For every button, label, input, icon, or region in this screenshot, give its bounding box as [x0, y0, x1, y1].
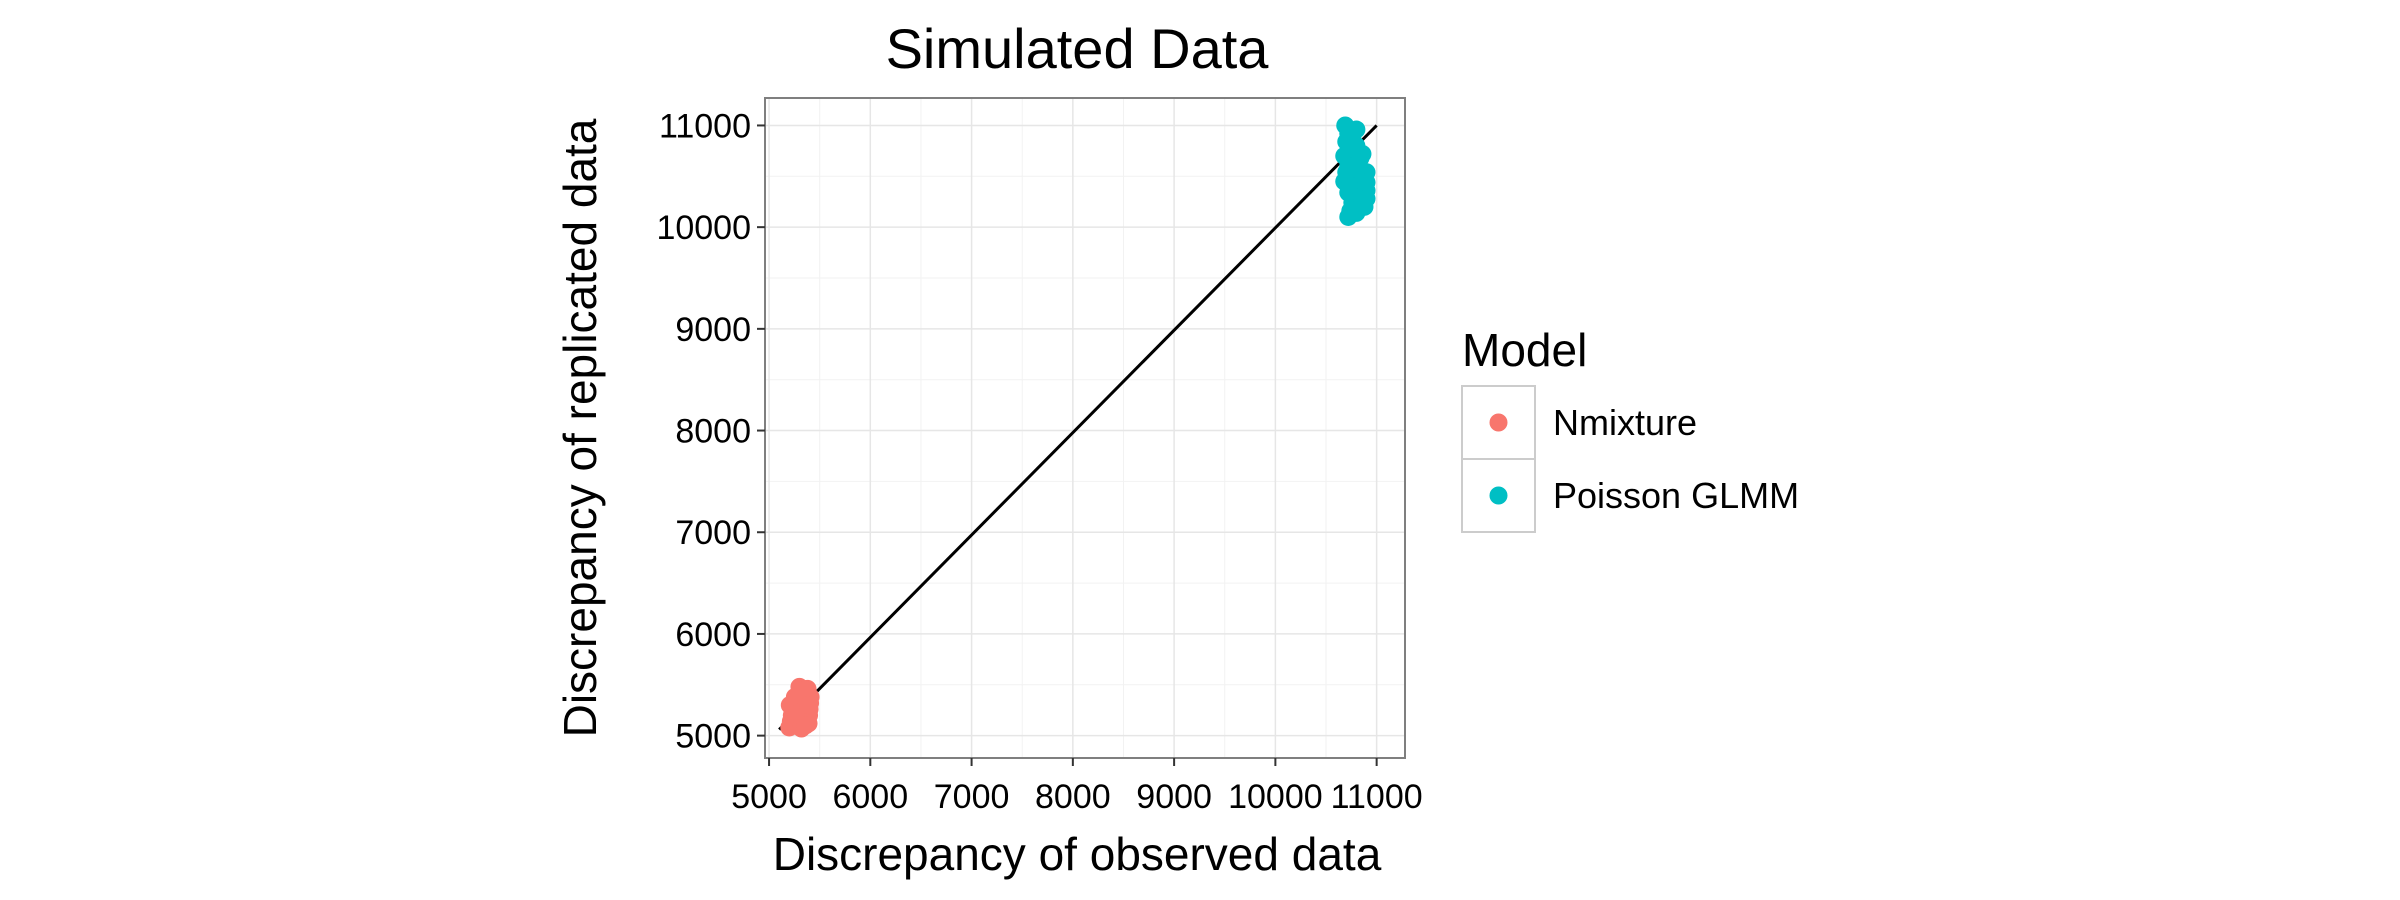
reference-line-layer: [778, 124, 1378, 731]
legend-items: Nmixture Poisson GLMM: [1461, 385, 1799, 533]
y-axis-ticks: 5000 6000 7000 8000 9000 10000 11000: [656, 107, 765, 756]
legend: Model Nmixture Poisson GLMM: [1461, 324, 1799, 533]
data-point: [785, 687, 804, 706]
data-point: [1339, 207, 1358, 226]
plot-panel-border: [764, 97, 1406, 759]
data-point: [796, 716, 815, 735]
data-point: [1339, 157, 1358, 176]
y-tick-label: 11000: [659, 107, 751, 145]
x-tick-label: 11000: [1331, 778, 1423, 816]
x-tick-label: 9000: [1136, 778, 1212, 816]
y-tick-label: 6000: [675, 616, 751, 654]
x-tick-label: 10000: [1228, 778, 1323, 816]
x-axis-ticks: 5000 6000 7000 8000 9000 10000 11000: [731, 758, 1423, 816]
x-tick-label: 8000: [1035, 778, 1111, 816]
x-tick-label: 6000: [832, 778, 908, 816]
data-point: [1357, 173, 1376, 192]
chart-title: Simulated Data: [886, 17, 1270, 80]
legend-label: Poisson GLMM: [1553, 475, 1799, 516]
y-tick-label: 8000: [675, 413, 751, 451]
data-point: [1347, 120, 1366, 139]
y-tick-label: 10000: [656, 209, 751, 247]
reference-line: [778, 124, 1378, 731]
x-axis-title: Discrepancy of observed data: [773, 828, 1382, 880]
grid-major-lines: [765, 98, 1405, 758]
legend-key-point: [1489, 486, 1508, 505]
y-axis-title: Discrepancy of replicated data: [554, 118, 606, 737]
x-tick-label: 5000: [731, 778, 807, 816]
y-tick-label: 5000: [675, 718, 751, 756]
legend-label: Nmixture: [1553, 402, 1697, 443]
grid-minor-lines: [765, 98, 1405, 758]
y-tick-label: 9000: [675, 311, 751, 349]
data-point: [1353, 191, 1372, 210]
y-tick-label: 7000: [675, 514, 751, 552]
legend-title: Model: [1462, 324, 1587, 376]
series-nmixture: [780, 677, 820, 738]
data-points-layer: [780, 116, 1376, 738]
x-tick-label: 7000: [934, 778, 1010, 816]
data-point: [799, 696, 818, 715]
series-poisson-glmm: [1335, 116, 1376, 226]
legend-key-point: [1489, 413, 1508, 432]
